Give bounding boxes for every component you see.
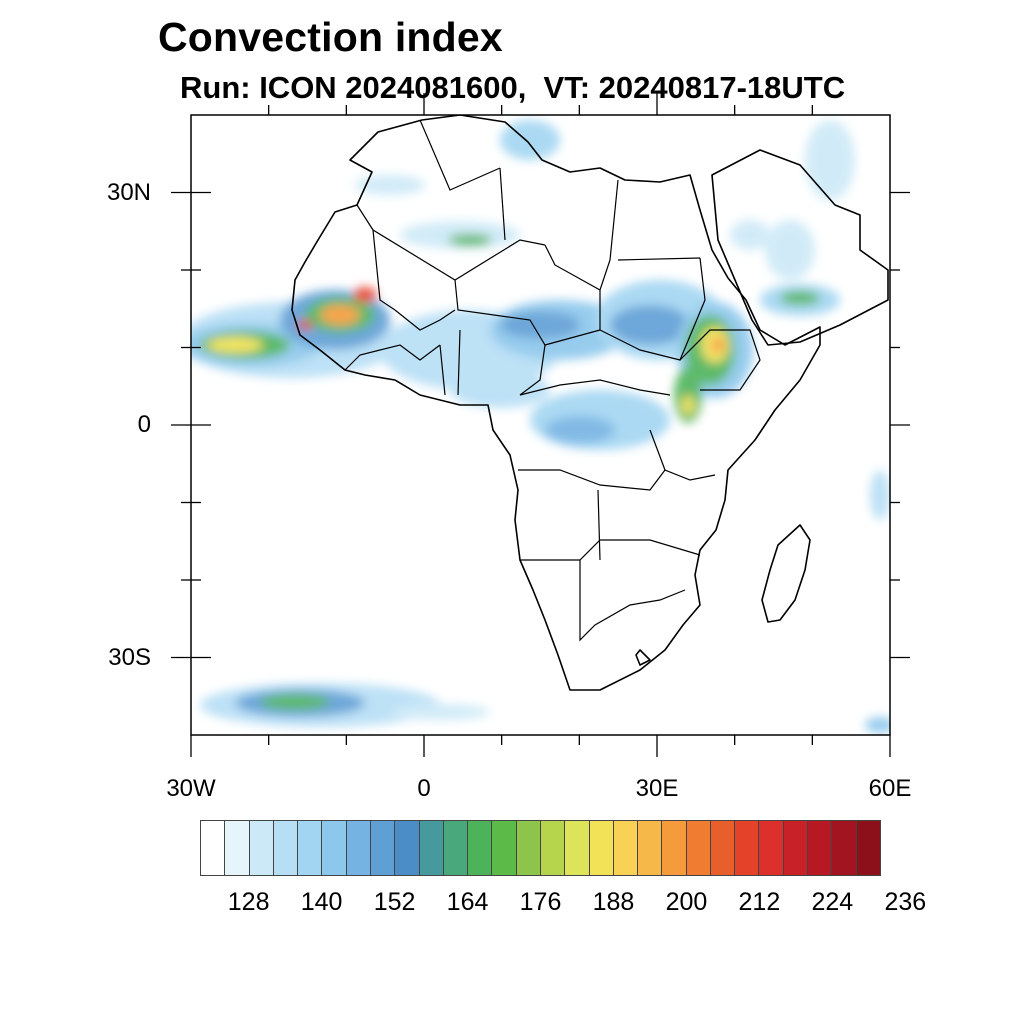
map-title: Convection index [158,14,503,60]
colorbar-swatch [443,821,469,875]
coastlines [291,115,889,691]
colorbar-swatch [759,821,784,875]
colorbar-label: 128 [227,888,270,916]
colorbar-label: 224 [811,888,854,916]
border-line [372,229,546,281]
convection-field [191,120,890,733]
convection-area [450,372,550,408]
border-line [454,279,601,346]
colorbar-swatch [589,821,614,875]
border-line [419,119,501,191]
colorbar [200,820,881,876]
colorbar-swatch [395,821,420,875]
border-line [519,344,546,396]
colorbar-swatch [565,821,590,875]
colorbar-swatch [808,821,833,875]
border-line [499,167,506,241]
colorbar-swatch [492,821,517,875]
border-line [356,204,396,311]
border-line [597,489,601,561]
map-subtitle: Run: ICON 2024081600, VT: 20240817-18UTC [180,70,845,106]
colorbar-label: 200 [665,888,708,916]
colorbar-label: 140 [300,888,343,916]
colorbar-swatch [856,821,880,875]
colorbar-swatch [516,821,541,875]
run-label: Run: ICON 2024081600, [180,70,527,105]
lon-tick-label: 30E [635,775,679,802]
convection-area [260,694,330,710]
border-line [344,344,441,371]
convection-area [805,120,855,200]
valid-time-label: VT: 20240817-18UTC [526,70,846,105]
convection-area [765,220,815,280]
convection-area [682,395,694,415]
colorbar-swatch [686,821,711,875]
convection-area [711,337,725,353]
colorbar-swatch [273,821,299,875]
colorbar-label: 152 [373,888,416,916]
colorbar-swatch [832,821,857,875]
border-line [394,309,456,331]
colorbar-swatch [298,821,323,875]
border-line [519,379,671,396]
lat-tick-label: 30S [108,643,151,671]
arabian-peninsula [711,149,889,346]
colorbar-swatch [468,821,493,875]
convection-area [610,305,690,345]
colorbar-swatch [783,821,809,875]
colorbar-swatch [540,821,566,875]
colorbar-swatch [613,821,639,875]
colorbar-label: 176 [519,888,562,916]
colorbar-swatch [638,821,663,875]
convection-area [500,311,580,339]
colorbar-swatch [710,821,736,875]
convection-area [355,175,425,195]
border-line [544,179,619,291]
border-line [617,257,701,261]
lon-tick-label: 0 [417,775,431,802]
border-line [439,329,461,396]
colorbar-label: 164 [446,888,489,916]
colorbar-swatch [322,821,347,875]
axis-ticks [171,93,910,757]
border-line [518,469,666,491]
colorbar-swatch [225,821,250,875]
convection-area [297,320,313,330]
border-line [579,560,686,642]
colorbar-label: 236 [884,888,927,916]
colorbar-swatch [419,821,444,875]
border-line [679,329,761,391]
border-line [520,539,701,561]
convection-area [320,305,360,325]
colorbar-swatch [249,821,274,875]
madagascar [761,524,811,623]
convection-area [730,220,770,250]
convection-area [545,416,615,444]
colorbar-swatch [662,821,687,875]
colorbar-swatch [346,821,371,875]
convection-area [353,287,377,303]
convection-area [870,470,890,520]
lat-tick-label: 0 [137,411,151,438]
colorbar-swatch [735,821,760,875]
lat-tick-label: 30N [106,178,151,206]
convection-area [448,234,492,246]
colorbar-label: 212 [738,888,781,916]
convection-area [865,717,890,733]
colorbar-label: 188 [592,888,635,916]
country-borders [344,119,761,642]
border-line [649,429,716,481]
convection-area [390,704,490,720]
convection-area [780,291,820,305]
colorbar-swatch [201,821,226,875]
lon-tick-label: 30W [166,775,216,802]
southern-africa-coast [635,649,651,666]
africa-coastline [291,115,821,691]
colorbar-swatch [370,821,396,875]
lon-tick-label: 60E [868,775,912,802]
convection-area [207,337,263,353]
